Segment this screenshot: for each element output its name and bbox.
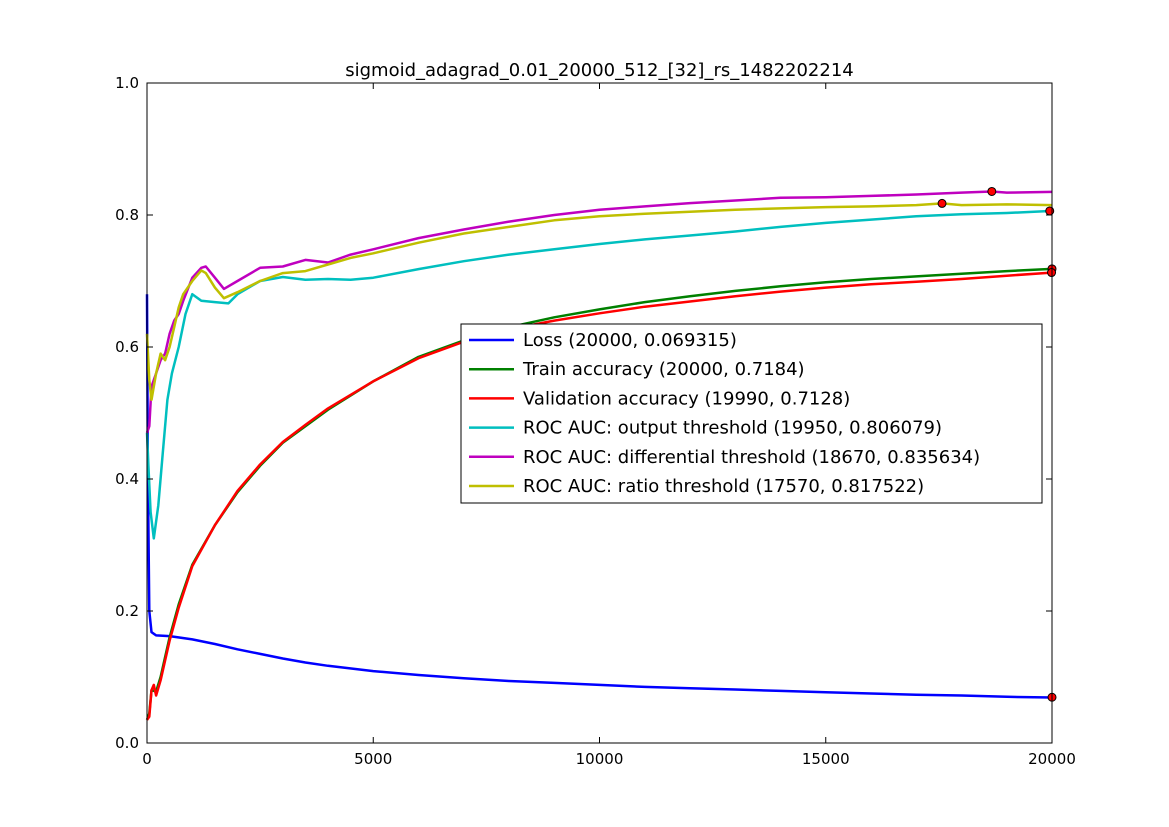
legend-label-2: Validation accuracy (19990, 0.7128) [523, 388, 850, 409]
series-best-marker-4 [987, 186, 997, 196]
series-line-4 [145, 190, 1053, 434]
legend-label-4: ROC AUC: differential threshold (18670, … [523, 447, 980, 468]
marker-layer [937, 186, 1057, 702]
y-tick-label: 0.4 [115, 470, 139, 488]
legend-label-0: Loss (20000, 0.069315) [523, 330, 737, 351]
series-line-5 [145, 202, 1053, 402]
y-tick-label: 0.2 [115, 602, 139, 620]
x-tick-label: 15000 [802, 750, 850, 768]
legend-items: Loss (20000, 0.069315) Train accuracy (20… [469, 330, 980, 497]
ticks-layer: 0 5000 10000 15000 20000 0.0 0.2 0.4 0.6 0.8 1.0 [115, 74, 1076, 768]
series-line-0 [145, 294, 1053, 699]
x-tick-label: 5000 [354, 750, 392, 768]
legend-label-3: ROC AUC: output threshold (19950, 0.8060… [523, 418, 942, 439]
series-line-3 [145, 209, 1052, 540]
series-line-2 [145, 271, 1052, 721]
legend: Loss (20000, 0.069315) Train accuracy (20… [460, 323, 1043, 504]
y-tick-label: 0.6 [115, 338, 139, 356]
y-tick-label: 0.0 [115, 734, 139, 752]
y-tick-label: 1.0 [115, 74, 139, 92]
chart-title: sigmoid_adagrad_0.01_20000_512_[32]_rs_1… [345, 60, 854, 81]
legend-label-1: Train accuracy (20000, 0.7184) [522, 359, 805, 380]
y-tick-label: 0.8 [115, 206, 139, 224]
series-best-marker-5 [937, 198, 947, 208]
legend-box [460, 323, 1043, 504]
x-tick-label: 10000 [576, 750, 624, 768]
x-tick-label: 20000 [1028, 750, 1076, 768]
series-layer [145, 190, 1053, 721]
series-best-marker-3 [1045, 206, 1055, 216]
legend-label-5: ROC AUC: ratio threshold (17570, 0.81752… [523, 476, 924, 497]
x-tick-label: 0 [142, 750, 152, 768]
